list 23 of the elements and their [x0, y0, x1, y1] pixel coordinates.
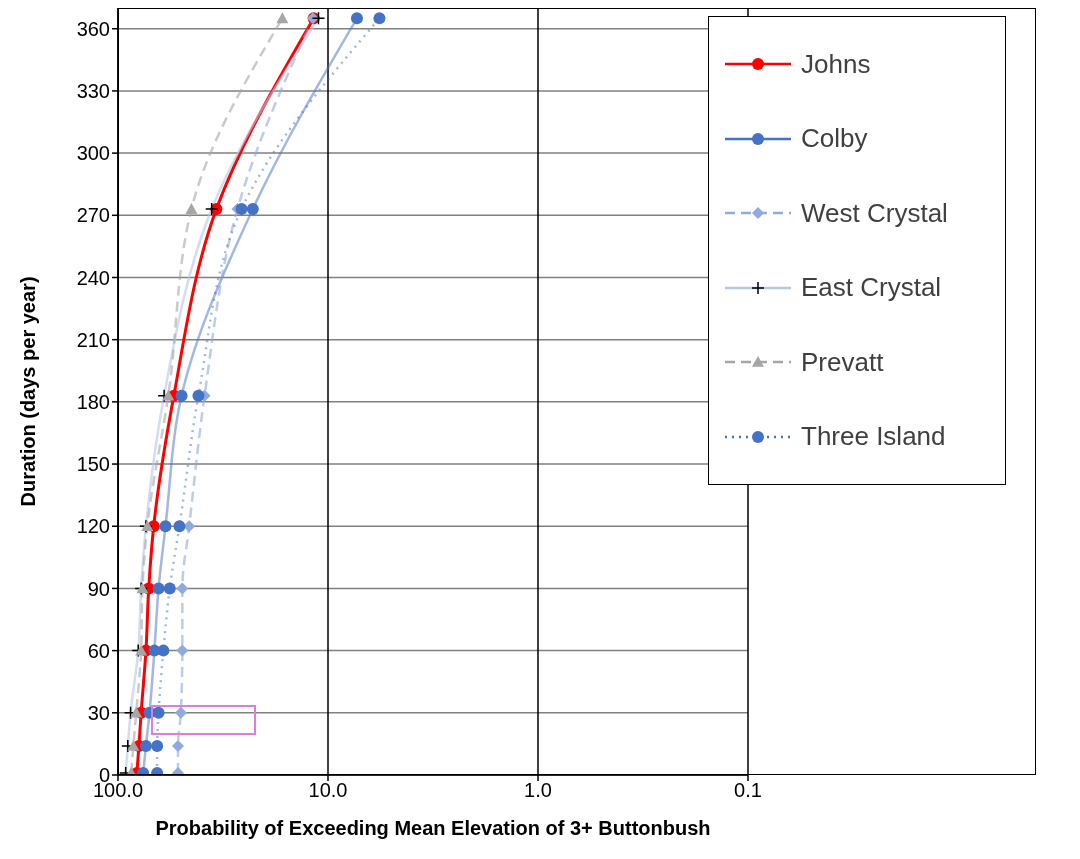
- y-tick-label: 270: [76, 204, 110, 227]
- y-tick-label: 330: [76, 80, 110, 103]
- x-tick-label: 0.1: [734, 779, 762, 802]
- legend-label: Johns: [801, 48, 871, 80]
- legend-label: Prevatt: [801, 346, 884, 378]
- y-tick-label: 210: [76, 328, 110, 351]
- x-axis-title: Probability of Exceeding Mean Elevation of 3+ Buttonbush: [155, 817, 711, 839]
- x-tick-label: 1.0: [524, 779, 552, 802]
- y-tick-label: 150: [76, 453, 110, 476]
- legend-label: East Crystal: [801, 272, 942, 304]
- y-tick-label: 60: [87, 639, 110, 662]
- y-tick-label: 30: [87, 701, 110, 724]
- y-tick-label: 90: [87, 577, 110, 600]
- x-tick-label: 10.0: [308, 779, 348, 802]
- y-tick-label: 120: [76, 515, 110, 538]
- y-tick-label: 300: [76, 142, 110, 165]
- legend-label: Colby: [801, 123, 868, 155]
- y-axis-title: Duration (days per year): [17, 276, 40, 507]
- y-tick-label: 180: [76, 390, 110, 413]
- legend-label: Three Island: [801, 421, 946, 453]
- y-tick-label: 240: [76, 266, 110, 289]
- y-tick-label: 360: [76, 17, 110, 40]
- legend-label: West Crystal: [801, 197, 948, 229]
